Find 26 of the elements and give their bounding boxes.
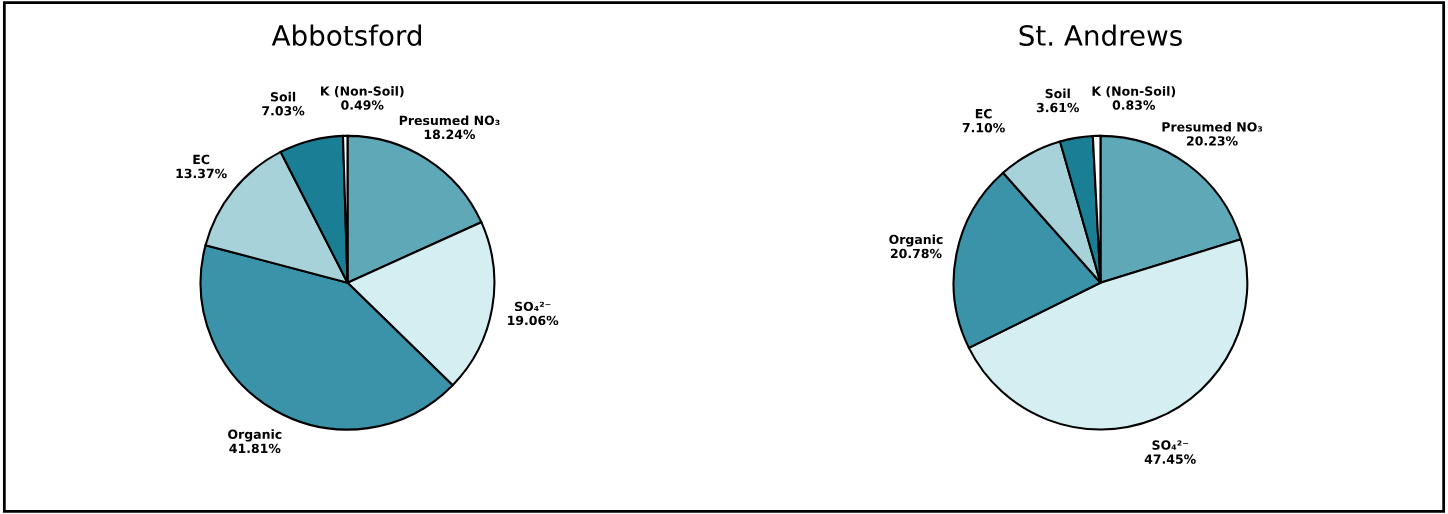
slice-label: Organic — [889, 234, 943, 247]
data-label: 20.23% — [1187, 136, 1238, 146]
slice-label: Organic — [228, 429, 282, 442]
data-label: 3.61% — [1036, 102, 1080, 113]
data-label: 19.06% — [508, 315, 559, 326]
chart-title: St. Andrews — [1019, 24, 1182, 47]
slice-label: EC — [975, 108, 992, 119]
data-label: 18.24% — [424, 129, 476, 140]
data-label: 0.49% — [341, 100, 384, 110]
slice-label: SO₄²⁻ — [514, 301, 551, 312]
data-label: 47.45% — [1144, 454, 1196, 464]
slice-label: EC — [193, 154, 210, 165]
slice-label: Presumed NO₃ — [399, 115, 500, 126]
slice-label: K (Non-Soil) — [321, 86, 404, 98]
data-label: 7.10% — [962, 122, 1005, 133]
slice-label: Soil — [270, 91, 296, 102]
slice-label: Soil — [1045, 88, 1070, 99]
chart-title: Abbotsford — [271, 24, 421, 47]
data-label: 7.03% — [262, 106, 305, 116]
data-label: 41.81% — [229, 443, 281, 454]
slice-label: SO₄²⁻ — [1152, 440, 1188, 450]
data-label: 13.37% — [176, 168, 227, 179]
slice-label: K (Non-Soil) — [1092, 86, 1176, 98]
data-label: 20.78% — [890, 248, 942, 259]
data-label: 0.83% — [1112, 100, 1156, 110]
slice-label: Presumed NO₃ — [1162, 121, 1263, 132]
